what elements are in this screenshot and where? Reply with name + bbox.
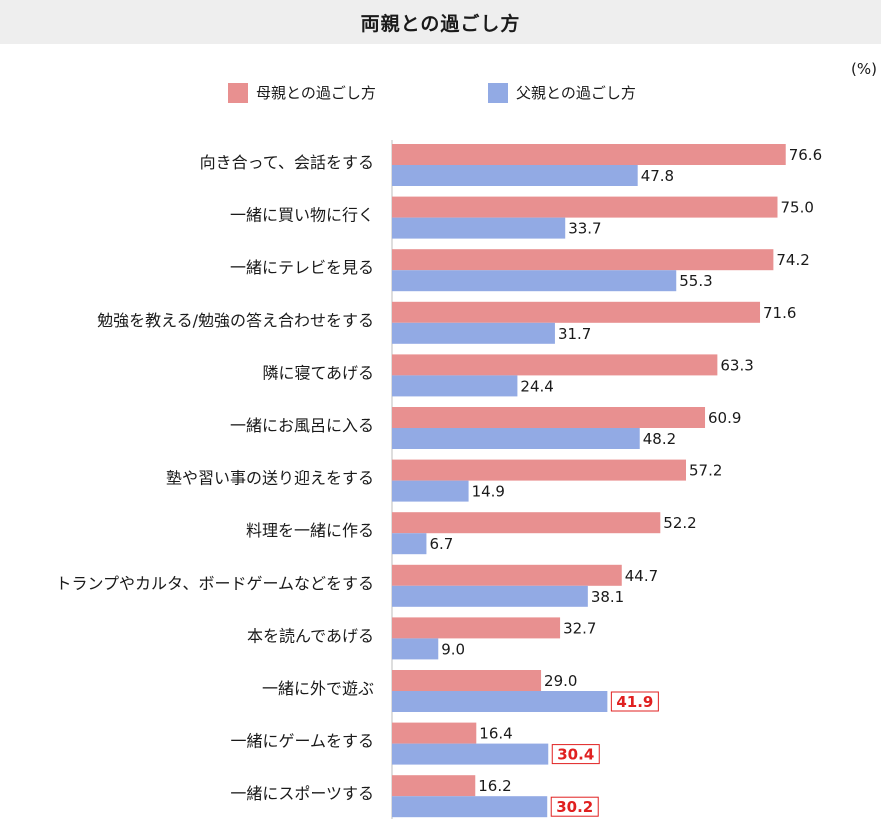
bar-mother: [392, 564, 622, 586]
bar-mother: [392, 617, 561, 639]
bar-father: [392, 743, 549, 765]
bar-mother: [392, 670, 542, 691]
legend-item-father: 父親との過ごし方: [488, 82, 636, 103]
category-label: 一緒にスポーツする: [230, 784, 374, 803]
data-label: 41.9: [616, 693, 653, 711]
bar-father: [392, 217, 566, 239]
bar-mother: [392, 144, 786, 165]
data-label: 55.3: [679, 272, 712, 290]
data-label: 71.6: [763, 304, 796, 322]
bar-father: [392, 638, 439, 660]
bar-mother: [392, 407, 706, 428]
bar-father: [392, 796, 548, 818]
category-label: トランプやカルタ、ボードゲームなどをする: [55, 574, 374, 593]
data-label: 29.0: [544, 672, 577, 690]
bar-mother: [392, 249, 774, 271]
data-label: 75.0: [781, 199, 814, 217]
data-label: 6.7: [429, 535, 453, 553]
data-label: 60.9: [708, 409, 741, 427]
bar-father: [392, 270, 677, 292]
bar-mother: [392, 301, 761, 323]
bar-father: [392, 480, 469, 502]
legend: 母親との過ごし方 父親との過ごし方: [0, 82, 881, 108]
category-label: 隣に寝てあげる: [262, 363, 374, 382]
legend-label-mother: 母親との過ごし方: [256, 84, 376, 102]
data-label: 32.7: [563, 619, 596, 637]
bar-father: [392, 165, 638, 186]
bar-mother: [392, 722, 477, 744]
category-label: 本を読んであげる: [247, 626, 374, 645]
data-label: 74.2: [776, 251, 809, 269]
bar-father: [392, 533, 427, 555]
data-label: 14.9: [472, 483, 505, 501]
legend-item-mother: 母親との過ごし方: [228, 82, 376, 103]
bar-father: [392, 691, 608, 712]
bar-father: [392, 585, 588, 607]
category-label: 一緒にお風呂に入る: [230, 416, 374, 435]
data-label: 48.2: [643, 430, 676, 448]
bar-father: [392, 322, 555, 344]
data-label: 24.4: [520, 377, 553, 395]
data-label: 57.2: [689, 462, 722, 480]
chart-title: 両親との過ごし方: [360, 12, 521, 35]
legend-swatch-mother: [228, 82, 248, 103]
bar-father: [392, 428, 640, 449]
data-label: 31.7: [558, 325, 591, 343]
data-label: 30.2: [556, 798, 593, 816]
legend-swatch-father: [488, 82, 508, 103]
category-label: 勉強を教える/勉強の答え合わせをする: [97, 311, 374, 330]
category-label: 向き合って、会話をする: [200, 153, 374, 172]
category-label: 塾や習い事の送り迎えをする: [166, 469, 374, 488]
data-label: 16.2: [478, 777, 511, 795]
category-label: 料理を一緒に作る: [246, 521, 374, 540]
category-label: 一緒にテレビを見る: [230, 258, 374, 277]
data-label: 63.3: [720, 356, 753, 374]
legend-label-father: 父親との過ごし方: [516, 84, 636, 102]
data-label: 47.8: [641, 167, 674, 185]
chart-title-bar: 両親との過ごし方: [0, 0, 881, 44]
bar-mother: [392, 512, 661, 534]
highlight-box: [551, 744, 600, 765]
data-label: 30.4: [557, 746, 594, 764]
highlight-box: [550, 796, 599, 817]
data-label: 76.6: [789, 146, 822, 164]
bar-mother: [392, 354, 718, 376]
data-label: 16.4: [479, 725, 512, 743]
category-label: 一緒に外で遊ぶ: [262, 679, 374, 698]
data-label: 33.7: [568, 220, 601, 238]
category-label: 一緒にゲームをする: [230, 732, 374, 751]
bar-mother: [392, 775, 476, 797]
data-label: 38.1: [591, 588, 624, 606]
bar-father: [392, 375, 518, 397]
highlight-box: [610, 691, 659, 712]
data-label: 52.2: [663, 514, 696, 532]
unit-label: (%): [851, 60, 877, 78]
data-label: 9.0: [441, 640, 465, 658]
data-label: 44.7: [625, 567, 658, 585]
bar-mother: [392, 196, 778, 218]
category-label: 一緒に買い物に行く: [230, 206, 374, 225]
bar-mother: [392, 459, 687, 481]
